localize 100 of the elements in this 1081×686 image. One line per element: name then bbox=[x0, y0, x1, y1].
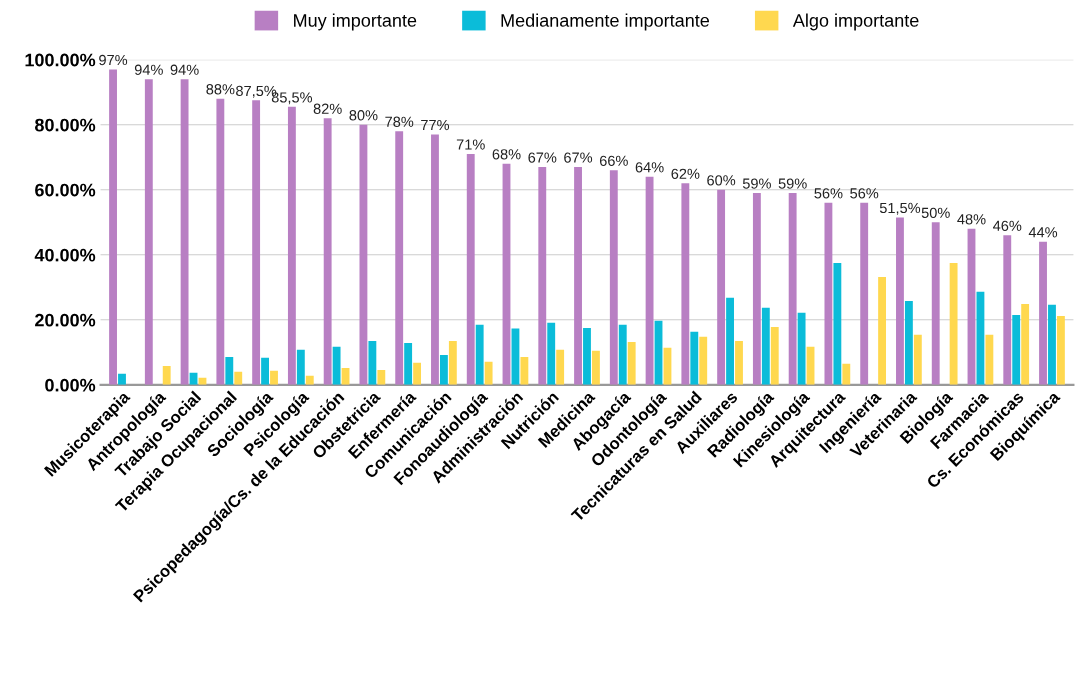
bar bbox=[118, 373, 126, 385]
data-label: 59% bbox=[778, 178, 807, 189]
bar bbox=[1012, 314, 1021, 385]
bar bbox=[574, 166, 582, 385]
bar bbox=[448, 340, 457, 385]
legend-label: Algo importante bbox=[792, 13, 919, 31]
bar bbox=[833, 262, 842, 385]
bar bbox=[735, 340, 743, 385]
bar bbox=[484, 361, 493, 385]
data-label: 66% bbox=[599, 155, 628, 166]
y-tick-label: 40.00% bbox=[34, 248, 96, 262]
data-label: 50% bbox=[921, 207, 950, 218]
bar bbox=[627, 341, 636, 385]
bar bbox=[618, 324, 627, 385]
bar bbox=[538, 166, 547, 385]
data-label: 88% bbox=[206, 84, 235, 95]
y-tick-label: 0.00% bbox=[45, 378, 96, 392]
bar bbox=[761, 307, 770, 385]
data-label: 94% bbox=[134, 64, 163, 75]
bar bbox=[842, 363, 851, 385]
bar bbox=[270, 370, 278, 385]
bar bbox=[878, 276, 887, 385]
bar bbox=[162, 365, 171, 385]
bar bbox=[520, 356, 529, 385]
bar bbox=[1048, 304, 1056, 385]
y-tick-label: 20.00% bbox=[35, 313, 96, 327]
bar bbox=[681, 183, 690, 385]
bar bbox=[788, 193, 797, 385]
bar bbox=[860, 202, 869, 385]
data-label: 46% bbox=[993, 220, 1022, 231]
bar bbox=[431, 134, 439, 385]
bar bbox=[216, 98, 225, 385]
bar bbox=[296, 349, 305, 385]
bar bbox=[404, 342, 413, 385]
bar bbox=[332, 346, 341, 385]
bar bbox=[949, 262, 958, 385]
bar bbox=[413, 362, 422, 385]
bar bbox=[1021, 303, 1030, 385]
bar bbox=[323, 118, 332, 385]
data-label: 44% bbox=[1028, 227, 1058, 238]
bar bbox=[717, 189, 726, 385]
bar bbox=[359, 124, 368, 385]
data-label: 67% bbox=[564, 152, 593, 163]
data-label: 94% bbox=[170, 64, 199, 75]
data-label: 56% bbox=[850, 188, 879, 199]
bar bbox=[591, 350, 600, 385]
bar bbox=[225, 356, 234, 385]
bar bbox=[234, 371, 243, 385]
bar bbox=[726, 297, 734, 385]
bar bbox=[144, 79, 153, 385]
bar bbox=[1003, 235, 1012, 385]
data-label: 60% bbox=[707, 175, 736, 186]
bar bbox=[1039, 241, 1047, 385]
bar bbox=[287, 106, 296, 385]
data-label: 51,5% bbox=[879, 202, 921, 215]
bar bbox=[466, 153, 475, 385]
data-label: 67% bbox=[528, 152, 557, 163]
data-label: 59% bbox=[742, 178, 771, 189]
data-label: 71% bbox=[456, 139, 485, 150]
y-tick-label: 100.00% bbox=[25, 53, 96, 67]
data-label: 97% bbox=[99, 54, 128, 66]
bar bbox=[985, 334, 994, 385]
data-label: 82% bbox=[313, 103, 342, 114]
bar bbox=[699, 336, 708, 385]
bar bbox=[109, 69, 117, 385]
bar bbox=[547, 322, 556, 385]
data-label: 64% bbox=[635, 162, 664, 173]
bar bbox=[1056, 315, 1065, 385]
y-tick-label: 60.00% bbox=[35, 183, 96, 197]
data-label: 56% bbox=[814, 188, 843, 199]
data-label: 68% bbox=[492, 149, 521, 160]
bar bbox=[752, 193, 761, 385]
legend-label: Muy importante bbox=[294, 13, 417, 31]
bar bbox=[368, 340, 377, 385]
y-tick-label: 80.00% bbox=[35, 118, 96, 132]
legend-label: Medianamente importante bbox=[501, 13, 710, 31]
bar bbox=[583, 327, 591, 385]
bar bbox=[252, 100, 261, 385]
bar bbox=[261, 357, 269, 385]
data-label: 80% bbox=[349, 110, 378, 121]
bar bbox=[770, 326, 779, 385]
bar bbox=[609, 170, 618, 385]
bar bbox=[475, 324, 484, 385]
bar bbox=[645, 176, 654, 385]
data-label: 48% bbox=[957, 214, 986, 225]
bar bbox=[931, 222, 940, 385]
bar bbox=[797, 312, 806, 385]
data-label: 62% bbox=[671, 168, 700, 179]
bar bbox=[377, 369, 386, 385]
bar bbox=[556, 349, 565, 385]
bar bbox=[913, 334, 922, 385]
bar bbox=[904, 300, 913, 385]
data-label: 77% bbox=[421, 119, 450, 131]
bar bbox=[896, 217, 904, 385]
bar bbox=[690, 331, 699, 385]
bar bbox=[439, 354, 448, 385]
bar bbox=[824, 202, 833, 385]
bar bbox=[180, 79, 189, 385]
bar bbox=[395, 131, 404, 385]
data-label: 78% bbox=[385, 116, 414, 127]
